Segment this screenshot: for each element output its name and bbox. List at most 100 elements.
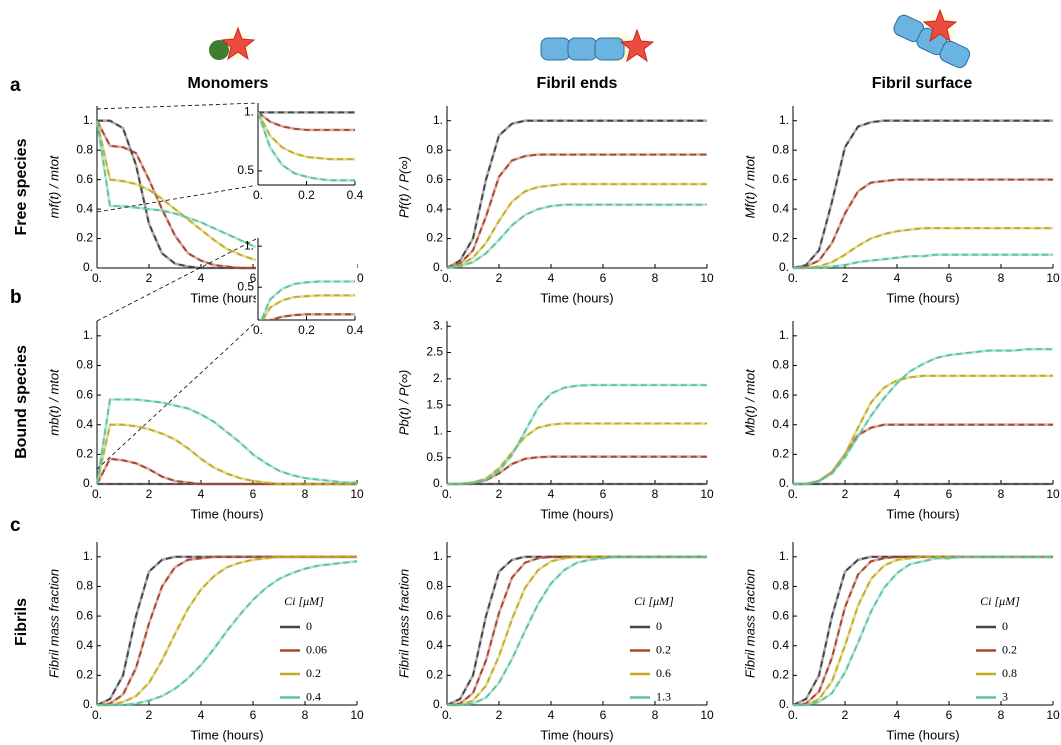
plot-lines [258,111,355,182]
x-tick-label: 0. [92,708,102,722]
x-tick-label: 6 [946,708,953,722]
x-tick-label: 8 [652,708,659,722]
zoom-guide [96,184,259,213]
y-axis-label: mf(t) / mtot [46,154,61,218]
y-tick-label: 0.8 [772,142,789,156]
row-label: Free species [13,138,30,235]
fit-line [793,348,1053,485]
y-tick-label: 0.2 [76,447,93,461]
x-axis-label: Time (hours) [540,506,613,521]
y-axis-label: Pb(t) / P(∞) [396,370,411,436]
panel-letter: a [10,75,21,96]
fit-line [258,111,355,161]
model-line [447,555,707,707]
y-tick-label: 0.2 [772,668,789,682]
y-tick-label: 0.6 [76,608,93,622]
legend-label: 0 [306,619,312,633]
y-tick-label: 0.4 [76,417,93,431]
legend-label: 0.8 [1002,666,1017,680]
legend-label: 0 [656,619,662,633]
legend-title: Ci [μM] [284,594,324,608]
legend-label: 0.06 [306,642,327,656]
x-tick-label: 4 [894,487,901,501]
y-tick-label: 0.5 [237,279,254,293]
fit-line [96,398,357,485]
x-tick-label: 0. [788,708,798,722]
x-tick-label: 8 [302,708,309,722]
x-tick-label: 0. [92,271,102,285]
y-axis-label: mb(t) / mtot [46,368,61,436]
legend-title: Ci [μM] [980,594,1020,608]
fit-line [96,120,357,269]
y-tick-label: 0.8 [76,579,93,593]
row-label: Bound species [13,345,30,459]
y-tick-label: 0.6 [772,608,789,622]
x-tick-label: 10 [700,271,714,285]
x-tick-label: 10 [1046,487,1060,501]
x-tick-label: 4 [548,487,555,501]
legend-title: Ci [μM] [634,594,674,608]
y-tick-label: 2.5 [426,345,443,359]
fit-line [446,203,707,269]
x-tick-label: 8 [652,487,659,501]
x-tick-label: 2 [496,708,503,722]
x-tick-label: 8 [302,487,309,501]
fit-line [258,111,355,131]
y-tick-label: 0.4 [76,201,93,215]
zoom-guide [96,319,259,470]
plot-lines [792,119,1053,270]
plot-lines [793,347,1053,486]
zoom-guide [96,102,259,110]
y-tick-label: 0. [779,697,789,711]
legend-label: 0.2 [1002,642,1017,656]
y-tick-label: 0.6 [772,387,789,401]
panel-letter: b [10,287,22,308]
fit-line [793,555,1053,706]
x-axis-label: Time (hours) [190,290,263,305]
y-tick-label: 0.4 [426,201,443,215]
x-axis-label: Time (hours) [886,727,959,742]
y-tick-label: 0.2 [772,231,789,245]
fit-line [792,178,1053,269]
model-line [793,226,1053,270]
x-tick-label: 8 [652,271,659,285]
x-tick-label: 4 [894,708,901,722]
y-axis-label: Pf(t) / P(∞) [396,156,411,218]
y-tick-label: 0. [83,697,93,711]
fit-line [260,280,355,320]
x-tick-label: 2 [842,271,849,285]
panel-letter: c [10,515,21,536]
x-tick-label: 0. [788,271,798,285]
fit-line [447,422,707,485]
fit-line [268,313,355,320]
x-tick-label: 4 [894,271,901,285]
model-line [446,153,707,270]
y-axis-label: Fibril mass fraction [742,569,757,678]
fit-line [258,112,355,182]
y-tick-label: 0. [433,697,443,711]
y-tick-label: 0.6 [772,172,789,186]
x-tick-label: 2 [146,708,153,722]
model-line [793,423,1053,486]
y-tick-label: 0.2 [76,231,93,245]
y-axis-label: Fibril mass fraction [396,569,411,678]
x-tick-label: 6 [250,708,257,722]
y-axis-label: Mf(t) / mtot [742,154,757,218]
fit-line [96,120,357,269]
y-tick-label: 0.8 [76,142,93,156]
plot-lines [447,383,707,486]
fit-line [96,555,357,706]
y-tick-label: 1. [779,113,789,127]
plot-lines [446,555,707,707]
x-tick-label: 10 [700,708,714,722]
legend-label: 0 [1002,619,1008,633]
y-tick-label: 0.2 [772,447,789,461]
x-tick-label: 2 [842,708,849,722]
y-tick-label: 3. [433,318,443,332]
x-axis-label: Time (hours) [886,290,959,305]
zoom-guide [96,237,259,322]
y-tick-label: 0. [779,476,789,490]
x-tick-label: 0. [442,271,452,285]
x-tick-label: 6 [600,271,607,285]
